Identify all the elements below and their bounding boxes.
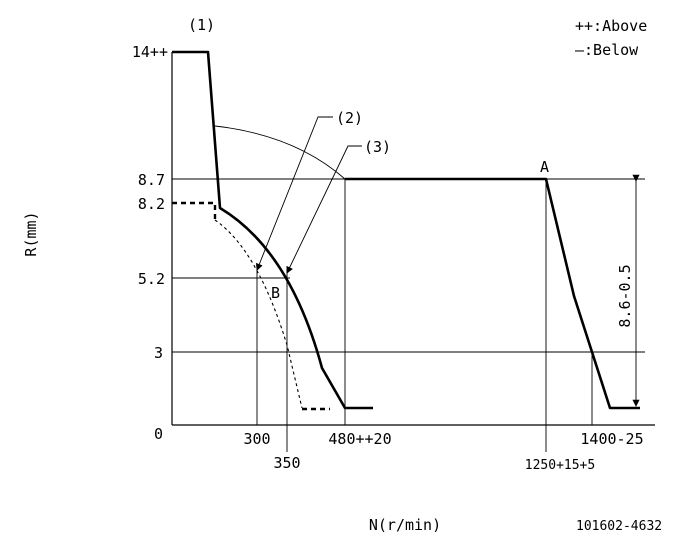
dimension-label: 8.6-0.5 bbox=[616, 264, 634, 327]
x-tick-300: 300 bbox=[243, 430, 270, 448]
y-tick-0: 0 bbox=[154, 425, 163, 443]
leader-2 bbox=[255, 116, 333, 271]
above-curve bbox=[172, 50, 373, 410]
x-axis-title: N(r/min) bbox=[369, 516, 441, 534]
x-tick-350: 350 bbox=[273, 454, 300, 472]
y-axis-title: R(mm) bbox=[22, 211, 40, 256]
drawing-code: 101602-4632 bbox=[576, 519, 662, 534]
legend-above: ++:Above bbox=[575, 17, 647, 35]
callout-3: (3) bbox=[364, 138, 391, 156]
below-curve-plateau bbox=[172, 201, 217, 220]
point-a-label: A bbox=[540, 158, 549, 176]
point-b-label: B bbox=[271, 284, 280, 302]
legend-below: —:Below bbox=[575, 41, 639, 59]
y-tick-3: 3 bbox=[154, 344, 163, 362]
y-tick-8-7: 8.7 bbox=[138, 171, 165, 189]
y-tick-14: 14++ bbox=[132, 43, 168, 61]
x-tick-480: 480++20 bbox=[328, 430, 391, 448]
x-tick-1400: 1400-25 bbox=[580, 430, 643, 448]
x-tick-1250: 1250+15+5 bbox=[525, 458, 595, 473]
y-tick-5-2: 5.2 bbox=[138, 270, 165, 288]
callout-2: (2) bbox=[336, 109, 363, 127]
high-speed-curve bbox=[345, 177, 640, 410]
callout-1: (1) bbox=[188, 16, 215, 34]
below-curve bbox=[214, 219, 303, 409]
leader-3 bbox=[286, 145, 362, 274]
y-tick-8-2: 8.2 bbox=[138, 195, 165, 213]
upper-arc bbox=[214, 125, 346, 180]
